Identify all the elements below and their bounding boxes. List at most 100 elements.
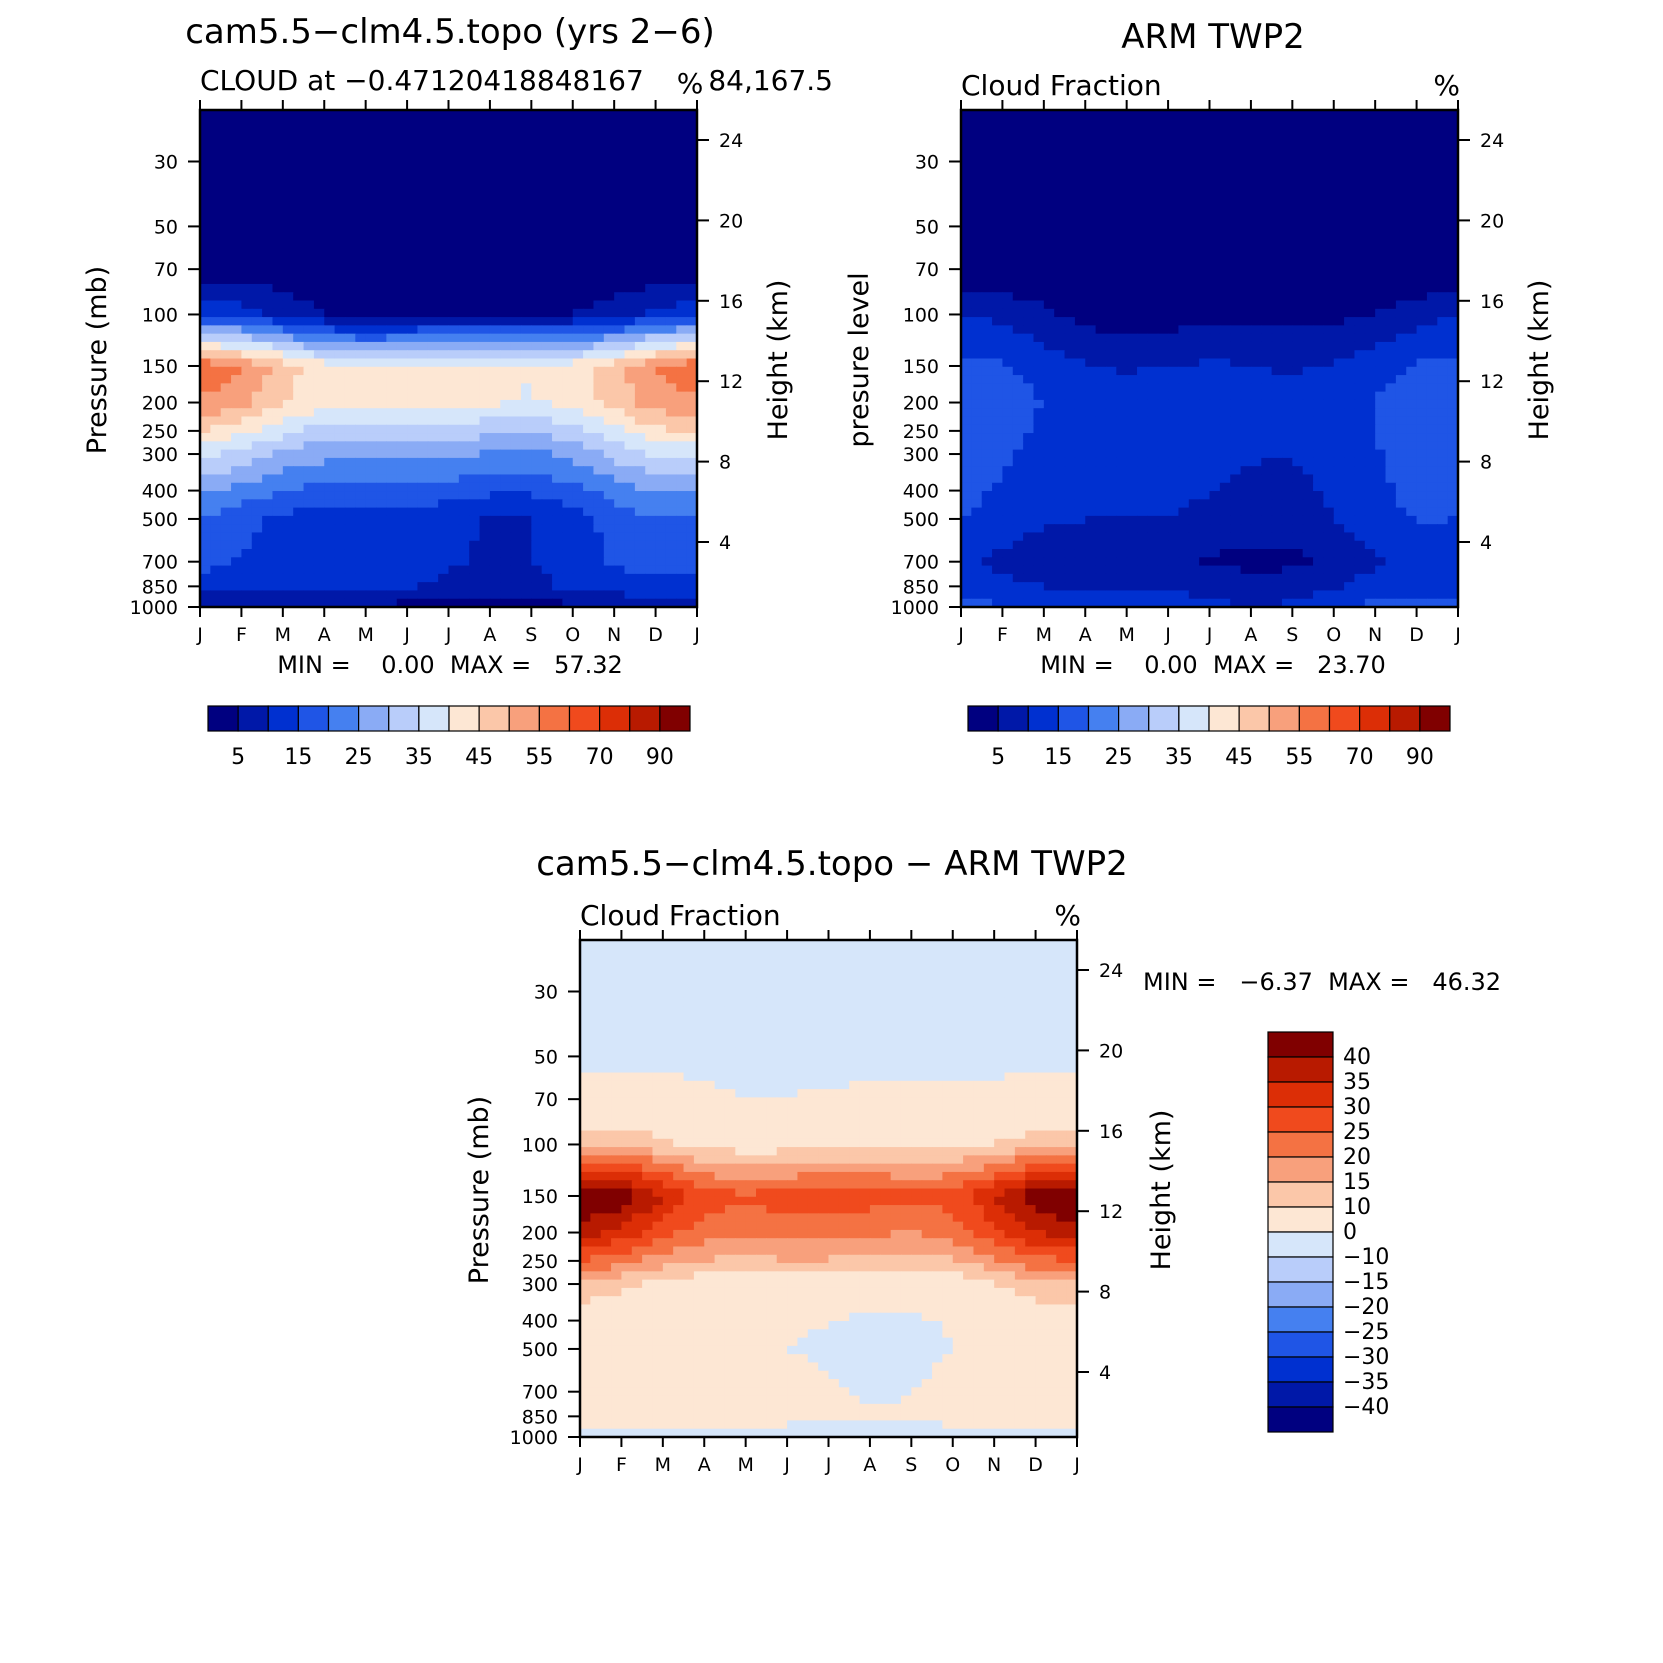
obs-contour-cell [1333,399,1345,409]
obs-contour-cell [1281,341,1293,351]
obs-contour-cell [1085,424,1097,434]
model-contour-cell [583,366,595,376]
model-contour-cell [458,540,470,550]
obs-contour-cell [1416,167,1428,177]
obs-contour-cell [1416,391,1428,401]
obs-contour-cell [961,250,972,260]
obs-contour-cell [1426,134,1438,144]
model-contour-cell [376,151,387,161]
model-contour-cell [355,259,367,268]
model-contour-cell [655,201,667,210]
obs-contour-cell [1281,408,1293,418]
model-contour-cell [624,449,636,459]
model-contour-cell [634,590,646,600]
model-contour-cell [231,540,243,550]
model-contour-cell [272,499,284,509]
obs-contour-cell [1219,350,1231,360]
model-contour-cell [313,250,325,260]
model-contour-cell [531,358,543,368]
obs-contour-cell [1271,126,1283,136]
obs-contour-cell [1095,366,1107,376]
obs-contour-cell [1437,441,1449,451]
obs-contour-cell [1313,350,1324,360]
model-contour-cell [520,457,532,467]
obs-contour-cell [1437,259,1449,268]
model-contour-cell [293,159,305,169]
obs-contour-cell [1199,308,1211,318]
model-contour-cell [210,507,222,517]
model-contour-cell [417,325,429,335]
model-contour-cell [355,267,367,277]
model-contour-cell [655,466,667,476]
model-contour-cell [603,416,615,426]
obs-contour-cell [1219,358,1231,368]
obs-contour-cell [1375,383,1387,393]
model-contour-cell [365,449,377,459]
model-contour-cell [676,225,688,235]
model-contour-cell [231,267,243,277]
model-contour-cell [624,341,636,351]
obs-contour-cell [1354,366,1366,376]
model-contour-cell [427,573,439,583]
obs-contour-cell [1199,259,1211,268]
obs-contour-cell [1012,408,1024,418]
obs-contour-cell [1385,391,1397,401]
obs-contour-cell [1447,259,1459,268]
model-contour-cell [417,300,429,310]
obs-contour-cell [1437,325,1449,335]
obs-contour-cell [1209,250,1221,260]
model-contour-cell [531,433,543,442]
model-contour-cell [583,143,595,153]
model-contour-cell [262,325,274,335]
model-contour-cell [220,267,232,277]
model-contour-cell [479,416,491,426]
obs-contour-cell [1012,250,1024,260]
obs-contour-cell [1437,217,1449,227]
model-contour-cell [210,151,222,161]
model-contour-cell [541,433,553,442]
obs-contour-cell [1074,375,1086,384]
model-contour-cell [417,167,429,177]
model-contour-cell [344,192,356,202]
obs-contour-cell [1292,300,1304,310]
obs-contour-cell [1168,234,1180,244]
obs-contour-cell [1064,358,1076,368]
obs-contour-cell [1168,225,1180,235]
model-contour-cell [220,134,232,144]
model-contour-cell [396,457,408,467]
obs-contour-cell [1302,424,1314,434]
model-contour-cell [448,375,460,384]
obs-contour-cell [1209,267,1221,277]
model-contour-cell [531,118,543,128]
model-contour-cell [365,549,377,558]
model-contour-cell [241,217,253,227]
model-contour-cell [355,176,367,186]
model-contour-cell [603,308,615,318]
model-contour-cell [500,366,512,376]
obs-contour-cell [1209,134,1221,144]
model-contour-cell [665,184,677,194]
obs-contour-cell [1147,366,1159,376]
obs-contour-cell [981,341,993,351]
model-contour-cell [355,540,367,550]
obs-contour-cell [1054,375,1066,384]
obs-contour-cell [981,184,993,194]
obs-contour-cell [1333,383,1345,393]
model-contour-cell [562,416,574,426]
obs-contour-cell [1074,399,1086,409]
model-contour-cell [220,350,232,360]
model-contour-cell [676,457,688,467]
model-contour-cell [583,482,595,492]
model-contour-cell [220,573,232,583]
model-contour-cell [562,449,574,459]
obs-contour-cell [1209,416,1221,426]
obs-contour-cell [1313,151,1324,161]
obs-contour-cell [1219,110,1231,119]
model-contour-cell [603,325,615,335]
obs-contour-cell [1416,134,1428,144]
obs-contour-cell [1261,391,1273,401]
model-contour-cell [262,499,274,509]
model-contour-cell [665,375,677,384]
model-contour-cell [231,350,243,360]
